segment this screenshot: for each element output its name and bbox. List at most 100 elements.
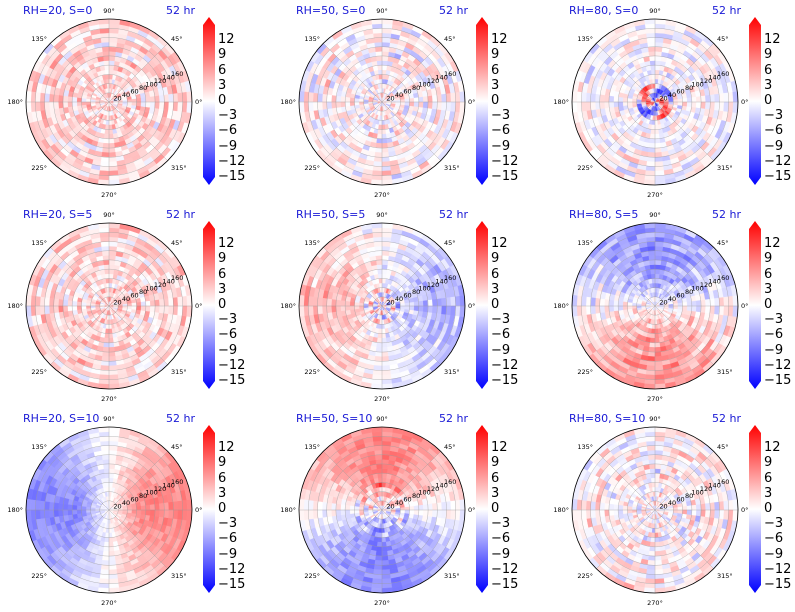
heatmap-cell [677,305,683,310]
heatmap-cell [308,305,314,316]
heatmap-cell [654,83,658,89]
heatmap-cell [404,305,410,310]
colorbar-tick-label: −15 [218,169,246,184]
heatmap-cell [381,264,388,270]
colorbar-tick-label: 0 [491,93,500,108]
heatmap-cell [400,305,406,310]
heatmap-cell [617,96,624,103]
angular-gridline [50,247,110,307]
heatmap-cell [35,92,41,103]
heatmap-cell [381,74,386,80]
heatmap-cell [44,101,50,111]
heatmap-cell [691,300,697,307]
heatmap-cell [149,305,156,313]
heatmap-cell [102,55,110,62]
angular-gridline [323,101,383,161]
heatmap-cell [102,142,110,149]
heatmap-cell [108,133,115,140]
angle-tick-label: 315° [717,164,733,172]
angle-tick-label: 315° [171,164,187,172]
radial-tick-label: 100 [418,80,430,88]
heatmap-cell [373,41,383,48]
heatmap-cell [427,101,433,109]
heatmap-cell [108,64,115,71]
heatmap-cell [409,305,415,311]
heatmap-cell [647,152,656,158]
heatmap-cell [631,302,637,307]
heatmap-cell [44,305,50,315]
radial-tick-label: 40 [122,295,130,303]
heatmap-cell [599,94,605,103]
heatmap-cell [308,92,314,103]
heatmap-cell [594,93,601,103]
polar-boundary [298,222,466,390]
heatmap-cell [108,273,114,279]
colorbar-tick-label: −15 [764,169,792,184]
heatmap-cell [450,305,456,316]
polar-plot: 90°45°0°315°270°225°180°135°20 40 60 801001… [280,211,475,403]
heatmap-cell [381,245,391,252]
heatmap-cell [108,152,117,158]
angle-tick-label: 225° [304,368,320,376]
angular-gridline [381,101,441,161]
heatmap-cell [108,28,119,34]
angle-tick-label: 180° [7,98,23,106]
radial-tick-label: 40 [122,91,130,99]
colorbar-tick-label: −9 [491,138,511,154]
heatmap-cell [99,232,110,238]
heatmap-cell [714,101,720,111]
colorbar-tick-label: −12 [491,357,519,373]
heatmap-cell [378,328,383,334]
colorbar-tick-label: 0 [218,93,227,108]
heatmap-cell [145,305,151,312]
heatmap-cell [376,342,383,348]
heatmap-cell [617,101,624,108]
heatmap-cell [108,69,114,75]
heatmap-cell [432,101,438,110]
heatmap-cell [108,282,113,288]
angular-gridline [596,101,656,161]
angle-tick-label: 45° [171,35,183,43]
heatmap-cell [108,360,118,367]
heatmap-cell [646,156,656,163]
heatmap-cell [654,161,664,167]
angle-tick-label: 135° [31,239,47,247]
heatmap-cell [650,129,656,135]
heatmap-cell [613,96,619,103]
colorbar-tick-label: −15 [491,169,519,184]
colorbar-gradient [476,221,488,389]
heatmap-cell [103,133,110,140]
heatmap-cell [62,305,69,313]
heatmap-cell [381,51,389,57]
heatmap-cell [71,101,78,108]
heatmap-cell [105,324,110,330]
heatmap-cell [654,46,663,52]
heatmap-cell [705,94,711,103]
heatmap-cell [76,301,82,307]
colorbar-tick-label: 9 [764,47,773,63]
colorbar [203,221,215,389]
heatmap-cell [381,278,386,284]
heatmap-cell [427,95,433,103]
heatmap-cell [102,351,110,357]
heatmap-cell [154,305,160,313]
heatmap-cell [108,83,112,89]
panel-time-label: 52 hr [712,208,741,221]
radial-tick-label: 80 [139,288,147,296]
heatmap-cell [149,299,156,307]
heatmap-cell [375,259,383,266]
angle-tick-label: 90° [103,7,115,15]
heatmap-cell [418,300,424,307]
colorbar-tick-label: 9 [218,251,227,267]
heatmap-cell [102,346,110,353]
heatmap-cell [441,101,447,111]
polar-boundary [25,18,193,186]
heatmap-cell [102,259,110,266]
heatmap-cell [122,305,128,309]
heatmap-cell [654,268,661,275]
heatmap-cell [413,96,420,103]
heatmap-cell [103,268,110,275]
heatmap-cell [418,96,424,103]
heatmap-cell [44,297,50,307]
heatmap-cell [317,305,323,315]
